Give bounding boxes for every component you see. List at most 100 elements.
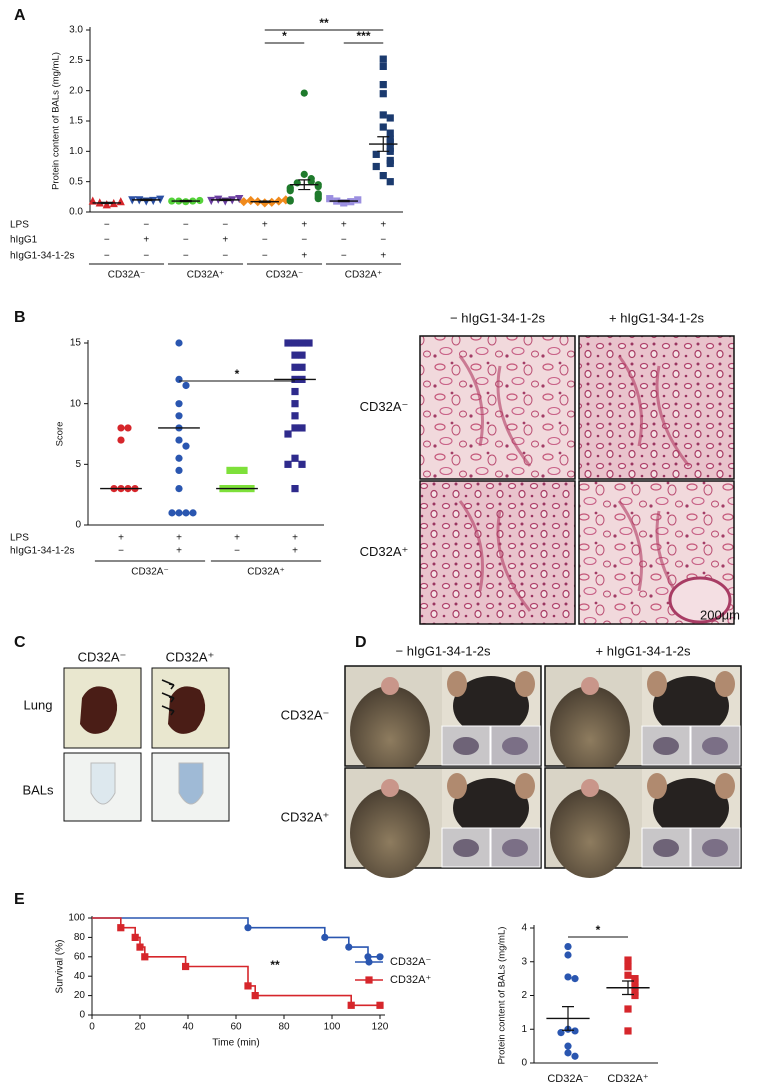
mouse-head (653, 676, 729, 736)
condition-sign: − (380, 235, 386, 246)
data-point (240, 466, 248, 474)
paw (453, 737, 479, 755)
vessel (458, 500, 532, 612)
row-header: CD32A⁻ (281, 707, 330, 722)
condition-sign: + (380, 220, 386, 231)
condition-sign: + (118, 533, 124, 544)
y-tick-label: 1.0 (69, 146, 83, 157)
lung (168, 686, 206, 734)
error-bar (622, 980, 634, 996)
data-point (631, 978, 639, 986)
condition-sign: + (262, 220, 268, 231)
data-point (175, 412, 183, 420)
condition-sign: + (292, 546, 298, 557)
row-label: LPS (10, 533, 29, 544)
ear (647, 671, 667, 697)
y-tick-label: 4 (521, 923, 527, 934)
vessel (617, 355, 691, 467)
y-tick-label: 3.0 (69, 25, 83, 36)
mouse-snout (381, 677, 399, 695)
condition-sign: − (301, 235, 307, 246)
condition-sign: + (234, 533, 240, 544)
row-header: CD32A⁻ (360, 399, 409, 414)
column-header: − hIgG1-34-1-2s (395, 643, 491, 658)
data-point (564, 942, 572, 951)
data-point (372, 162, 380, 171)
error-bar (377, 136, 390, 152)
data-point (300, 89, 308, 97)
data-point (175, 509, 183, 517)
legend-marker (365, 976, 373, 984)
condition-sign: − (183, 251, 189, 262)
data-point (321, 933, 329, 942)
data-point (571, 1052, 579, 1060)
data-point (175, 375, 183, 383)
error-bar (179, 199, 192, 203)
data-point (326, 195, 334, 203)
data-point (175, 485, 183, 493)
y-tick-label: 2.0 (69, 85, 83, 96)
legend-label: CD32A⁻ (390, 956, 431, 968)
significance-label: * (235, 367, 240, 381)
y-tick-label: 1.5 (69, 116, 83, 127)
panel-letter: A (14, 7, 26, 24)
x-tick-label: 40 (182, 1022, 194, 1033)
data-point (372, 150, 380, 158)
data-point (624, 1027, 632, 1035)
condition-sign: − (262, 235, 268, 246)
y-axis-label: Survival (%) (55, 940, 66, 994)
data-point (624, 956, 632, 964)
arrow (161, 679, 175, 690)
ear (515, 671, 535, 697)
ear (647, 773, 667, 799)
condition-sign: − (222, 251, 228, 262)
condition-sign: − (104, 235, 110, 246)
data-point (379, 81, 387, 89)
mouse-head (453, 676, 529, 736)
condition-sign: − (104, 251, 110, 262)
y-axis-label: Protein content of BALs (mg/mL) (497, 927, 508, 1065)
group-label: CD32A⁻ (131, 567, 169, 578)
scale-label: 200μm (700, 607, 740, 622)
data-point (291, 485, 299, 493)
condition-sign: + (341, 220, 347, 231)
row-label: LPS (10, 220, 29, 231)
mouse-body (550, 686, 630, 776)
data-point (564, 973, 572, 981)
y-tick-label: 100 (68, 913, 85, 924)
tube (90, 762, 116, 805)
data-point (298, 351, 306, 359)
data-point (116, 197, 125, 206)
data-point (246, 195, 256, 206)
y-tick-label: 2 (521, 990, 527, 1001)
histology-image (419, 335, 576, 480)
data-point (300, 170, 308, 178)
histology-image (578, 335, 735, 480)
data-point (386, 147, 394, 155)
data-point (291, 412, 299, 420)
group-label: CD32A⁻ (266, 270, 304, 281)
panel-letter: B (14, 309, 26, 326)
condition-sign: + (301, 251, 307, 262)
error-bar (140, 198, 153, 202)
data-point (226, 466, 234, 474)
y-tick-label: 0 (521, 1058, 527, 1069)
y-axis-label: Protein content of BALs (mg/mL) (51, 52, 62, 190)
data-point (286, 187, 294, 195)
arrow (161, 705, 175, 716)
error-bar (298, 179, 311, 191)
group-label: CD32A⁺ (187, 270, 225, 281)
data-point (624, 971, 632, 979)
condition-sign: + (176, 533, 182, 544)
row-header: BALs (22, 782, 54, 797)
ear (447, 671, 467, 697)
data-point (291, 424, 299, 432)
data-point (239, 197, 249, 207)
x-tick-label: 100 (324, 1022, 341, 1033)
x-tick-label: 120 (372, 1022, 389, 1033)
ear (715, 773, 735, 799)
y-axis-label: Score (55, 422, 66, 447)
legend-marker (365, 958, 373, 966)
data-point (235, 195, 244, 204)
